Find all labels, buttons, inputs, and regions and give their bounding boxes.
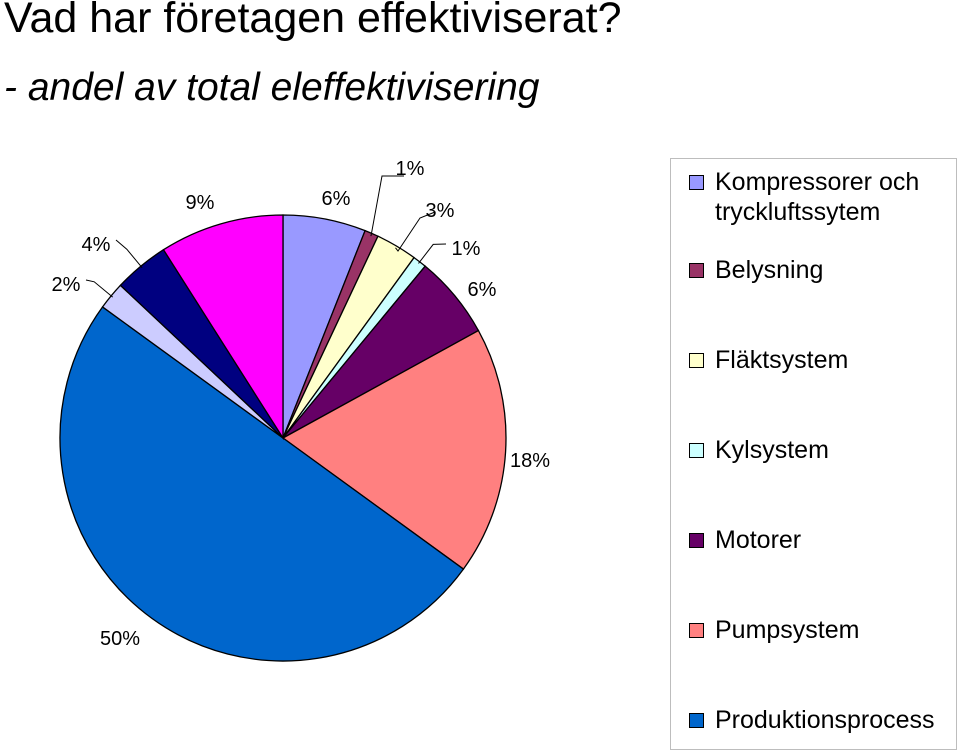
data-label: 6% <box>322 188 351 210</box>
chart-title: Vad har företagen effektiviserat? <box>4 0 622 42</box>
pie-slice-produktionsprocess <box>59 306 465 662</box>
data-label: 50% <box>100 628 140 650</box>
legend-item-kylsystem: Kylsystem <box>689 435 957 465</box>
legend-label: Motorer <box>715 526 802 554</box>
legend-swatch <box>689 623 704 638</box>
data-label: 3% <box>426 200 455 222</box>
legend-swatch <box>689 713 704 728</box>
leader-line <box>85 279 114 298</box>
legend-item-fl-ktsystem: Fläktsystem <box>689 345 957 375</box>
chart-subtitle: - andel av total eleffektivisering <box>4 66 540 109</box>
legend-item-produktionsprocess: Produktionsprocess <box>689 705 957 735</box>
data-label: 4% <box>82 234 111 256</box>
data-label: 6% <box>468 279 497 301</box>
legend-item-motorer: Motorer <box>689 525 957 555</box>
leader-line <box>370 175 404 237</box>
chart-legend: Kompressorer och tryckluftssytem Belysnin… <box>670 158 957 750</box>
leader-line <box>418 243 447 264</box>
leader-line <box>395 211 436 252</box>
legend-label: Produktionsprocess <box>715 706 935 734</box>
legend-swatch <box>689 353 704 368</box>
pie-slice-pumpsystem <box>281 329 507 570</box>
data-label: 9% <box>186 192 215 214</box>
pie-slice-slice-9 <box>162 214 284 441</box>
leader-line <box>115 239 143 269</box>
data-label: 1% <box>452 238 481 260</box>
pie-slices <box>59 214 507 662</box>
label-leader-lines <box>85 175 447 298</box>
legend-label: Pumpsystem <box>715 616 860 644</box>
legend-label: Fläktsystem <box>715 346 849 374</box>
legend-item-pumpsystem: Pumpsystem <box>689 615 957 645</box>
data-label: 1% <box>396 158 425 180</box>
data-label: 2% <box>52 274 81 296</box>
legend-label: Kylsystem <box>715 436 829 464</box>
legend-swatch <box>689 263 704 278</box>
legend-swatch <box>689 443 704 458</box>
legend-item-kompressorer-och-tryckluftssytem: Kompressorer och tryckluftssytem <box>689 167 957 227</box>
legend-item-belysning: Belysning <box>689 255 957 285</box>
legend-swatch <box>689 175 704 190</box>
data-labels: 6%1%3%1%6%18%50%2%4%9% <box>52 158 551 650</box>
data-label: 18% <box>510 450 550 472</box>
legend-swatch <box>689 533 704 548</box>
legend-label: Kompressorer och tryckluftssytem <box>715 168 920 226</box>
legend-label: Belysning <box>715 256 824 284</box>
